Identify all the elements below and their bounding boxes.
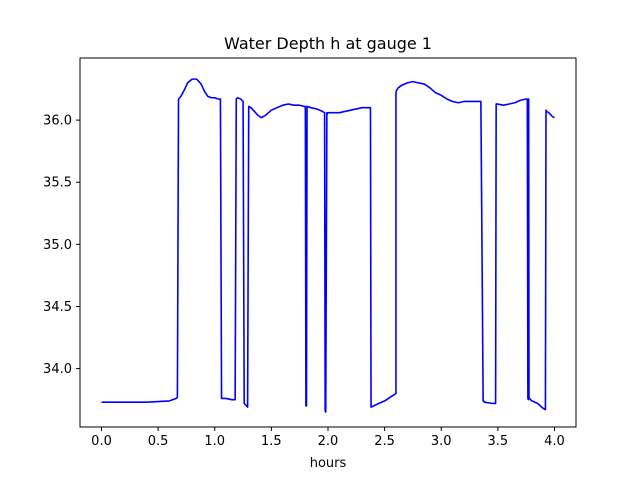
x-tick-label: 2.5 (374, 434, 395, 449)
x-tick-label: 4.0 (544, 434, 565, 449)
x-axis-ticks: 0.0 0.5 1.0 1.5 2.0 2.5 3.0 3.5 4.0 (91, 427, 565, 449)
x-tick-label: 1.0 (204, 434, 225, 449)
x-tick-label: 3.5 (488, 434, 509, 449)
x-axis-label: hours (310, 456, 347, 471)
x-tick-label: 2.0 (318, 434, 339, 449)
y-tick-label: 35.5 (43, 176, 72, 191)
plot-area (101, 78, 555, 413)
x-tick-label: 1.5 (261, 434, 282, 449)
y-tick-label: 34.0 (43, 362, 72, 377)
y-axis-ticks: 34.0 34.5 35.0 35.5 36.0 (43, 114, 80, 377)
axes-frame (79, 57, 577, 428)
chart-title: Water Depth h at gauge 1 (224, 34, 432, 53)
x-tick-label: 0.5 (148, 434, 169, 449)
series-line-0 (101, 78, 555, 413)
y-tick-label: 34.5 (43, 300, 72, 315)
y-tick-label: 36.0 (43, 114, 72, 129)
x-tick-label: 3.0 (431, 434, 452, 449)
x-tick-label: 0.0 (91, 434, 112, 449)
y-tick-label: 35.0 (43, 238, 72, 253)
